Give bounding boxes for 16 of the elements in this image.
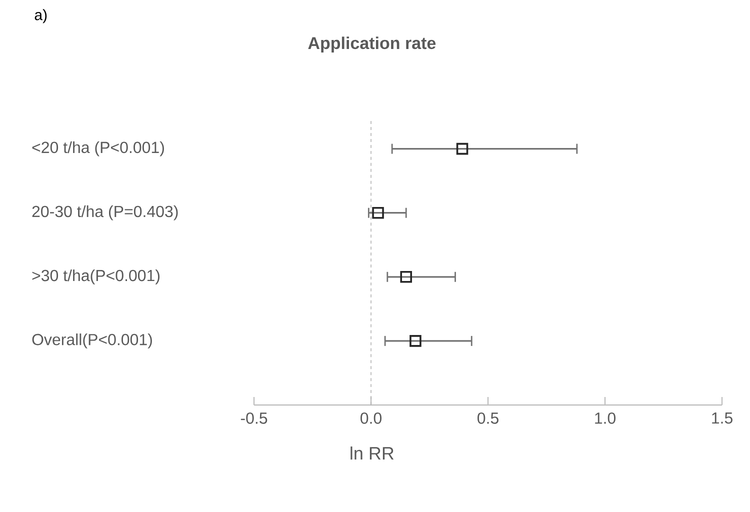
- x-tick-label: -0.5: [240, 412, 268, 424]
- text: a): [34, 9, 47, 24]
- y-tick-label: 20-30 t/ha (P=0.403): [32, 205, 178, 220]
- y-tick-label: Overall(P<0.001): [32, 333, 152, 348]
- x-tick-label: 1.5: [712, 412, 732, 424]
- point: [410, 335, 422, 347]
- chart-title: Application rate: [308, 36, 436, 52]
- x-tick-label: 0.5: [478, 412, 498, 424]
- x-tick-label: 1.0: [595, 412, 616, 424]
- y-tick-label: <20 t/ha (P<0.001): [32, 141, 164, 156]
- y-tick-label: >30 t/ha(P<0.001): [32, 269, 160, 284]
- point: [372, 206, 384, 219]
- point: [456, 142, 468, 155]
- point: [400, 271, 412, 283]
- x-axis-title: ln RR: [350, 446, 394, 460]
- x-tick-label: 0.0: [360, 412, 382, 424]
